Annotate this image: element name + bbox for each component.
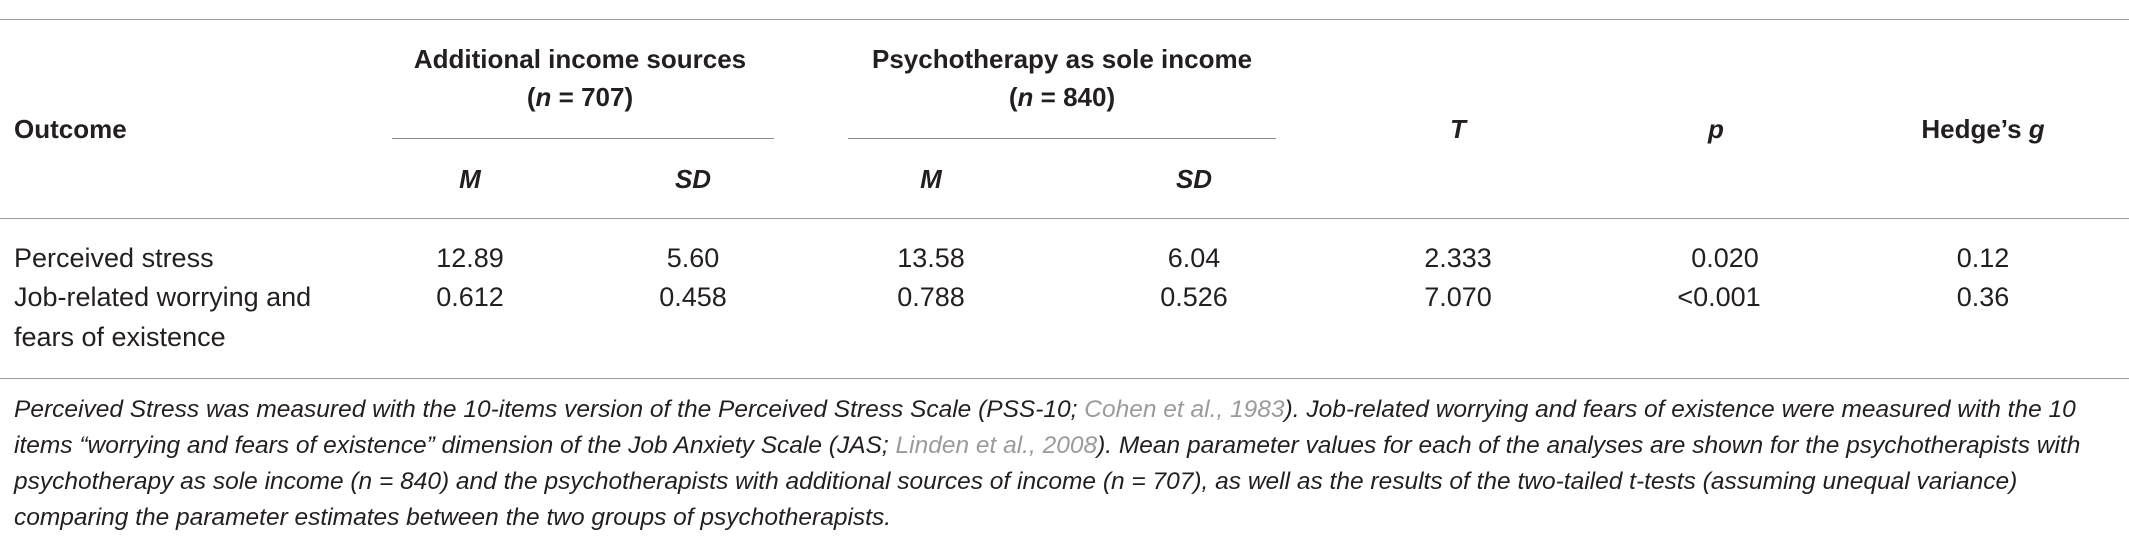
group1-title: Additional income sources [413, 44, 747, 74]
row1-m1: 12.89 [436, 243, 504, 273]
group2-header-rule [848, 138, 1276, 139]
row1-sd1: 5.60 [666, 243, 720, 273]
row2-p: <0.001 [1677, 282, 1761, 312]
group1-n-value: = 707) [551, 82, 634, 112]
t-header: T [1450, 114, 1466, 144]
hedges-g-var: g [2028, 114, 2045, 144]
row1-t: 2.333 [1424, 243, 1492, 273]
group1-n-prefix: ( [526, 82, 536, 112]
group2-n-prefix: ( [1008, 82, 1018, 112]
group2-m-header: M [920, 164, 942, 194]
group1-header-rule [392, 138, 774, 139]
outcome-header: Outcome [14, 114, 127, 144]
group2-n-value: = 840) [1033, 82, 1116, 112]
row1-g: 0.12 [1956, 243, 2010, 273]
group1-n: (n = 707) [527, 82, 633, 113]
table-top-rule [0, 19, 2129, 20]
group2-title: Psychotherapy as sole income [871, 44, 1253, 74]
group2-n: (n = 840) [1009, 82, 1115, 113]
row2-m2: 0.788 [897, 282, 965, 312]
footnote-part3: ). Mean parameter values for each of the… [14, 432, 2081, 531]
group1-sd-header: SD [674, 164, 712, 194]
footnote-part2: ). Job-related worrying and fears of exi… [14, 396, 2076, 459]
citation-linden-link[interactable]: Linden et al., 2008 [895, 432, 1098, 459]
table-footnote: Perceived Stress was measured with the 1… [14, 392, 2114, 536]
group2-n-var: n [1017, 82, 1034, 112]
row2-t: 7.070 [1424, 282, 1492, 312]
row2-g: 0.36 [1956, 282, 2010, 312]
row1-outcome: Perceived stress [14, 243, 214, 273]
footnote-part1: Perceived Stress was measured with the 1… [14, 396, 1085, 423]
row1-sd2: 6.04 [1167, 243, 1221, 273]
table-bottom-rule [0, 378, 2129, 379]
row2-outcome-line1: Job-related worrying and [14, 282, 312, 312]
row2-outcome-line2: fears of existence [14, 322, 226, 352]
group1-m-header: M [459, 164, 481, 194]
group2-sd-header: SD [1175, 164, 1213, 194]
row1-m2: 13.58 [897, 243, 965, 273]
row2-sd2: 0.526 [1160, 282, 1228, 312]
hedges-g-prefix: Hedge’s [1921, 114, 2029, 144]
row1-p: 0.020 [1691, 243, 1759, 273]
p-header: p [1708, 114, 1724, 144]
row2-m1: 0.612 [436, 282, 504, 312]
group1-n-var: n [535, 82, 552, 112]
header-bottom-rule [0, 218, 2129, 219]
hedges-g-header: Hedge’s g [1921, 114, 2044, 145]
citation-cohen-link[interactable]: Cohen et al., 1983 [1084, 396, 1285, 423]
row2-sd1: 0.458 [659, 282, 727, 312]
